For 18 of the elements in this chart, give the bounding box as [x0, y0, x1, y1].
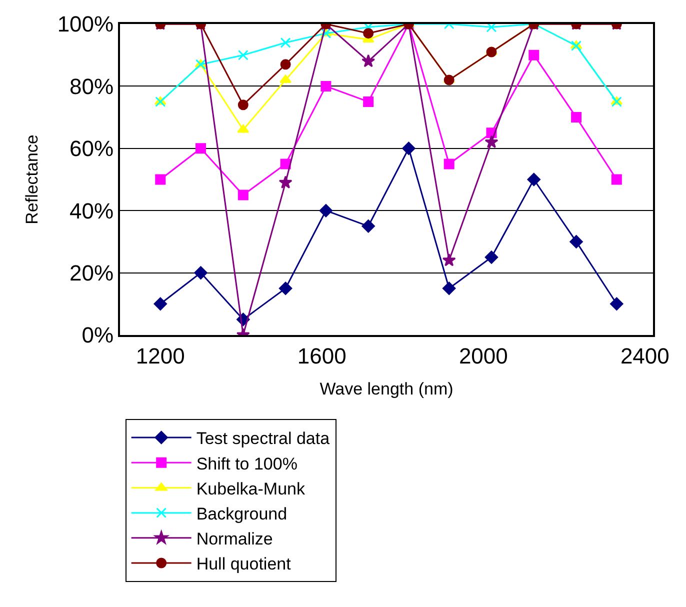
- legend-label: Hull quotient: [196, 554, 292, 574]
- y-axis-title: Reflectance: [22, 134, 42, 224]
- y-tick-label: 0%: [82, 322, 114, 348]
- y-tick-label: 60%: [70, 136, 114, 162]
- x-tick-label: 2000: [458, 343, 508, 368]
- legend-label: Background: [196, 504, 288, 524]
- legend-label: Kubelka-Munk: [196, 479, 306, 498]
- x-axis-title: Wave length (nm): [320, 379, 454, 398]
- y-tick-label: 40%: [70, 198, 114, 224]
- y-tick-label: 100%: [57, 12, 114, 37]
- x-tick-label: 1200: [136, 343, 185, 368]
- legend-label: Test spectral data: [196, 429, 330, 448]
- x-tick-label: 2400: [620, 343, 670, 368]
- y-tick-label: 80%: [70, 74, 114, 99]
- y-tick-label: 20%: [70, 260, 114, 286]
- legend-label: Normalize: [196, 530, 273, 549]
- legend-label: Shift to 100%: [196, 454, 298, 474]
- x-tick-label: 1600: [297, 343, 346, 368]
